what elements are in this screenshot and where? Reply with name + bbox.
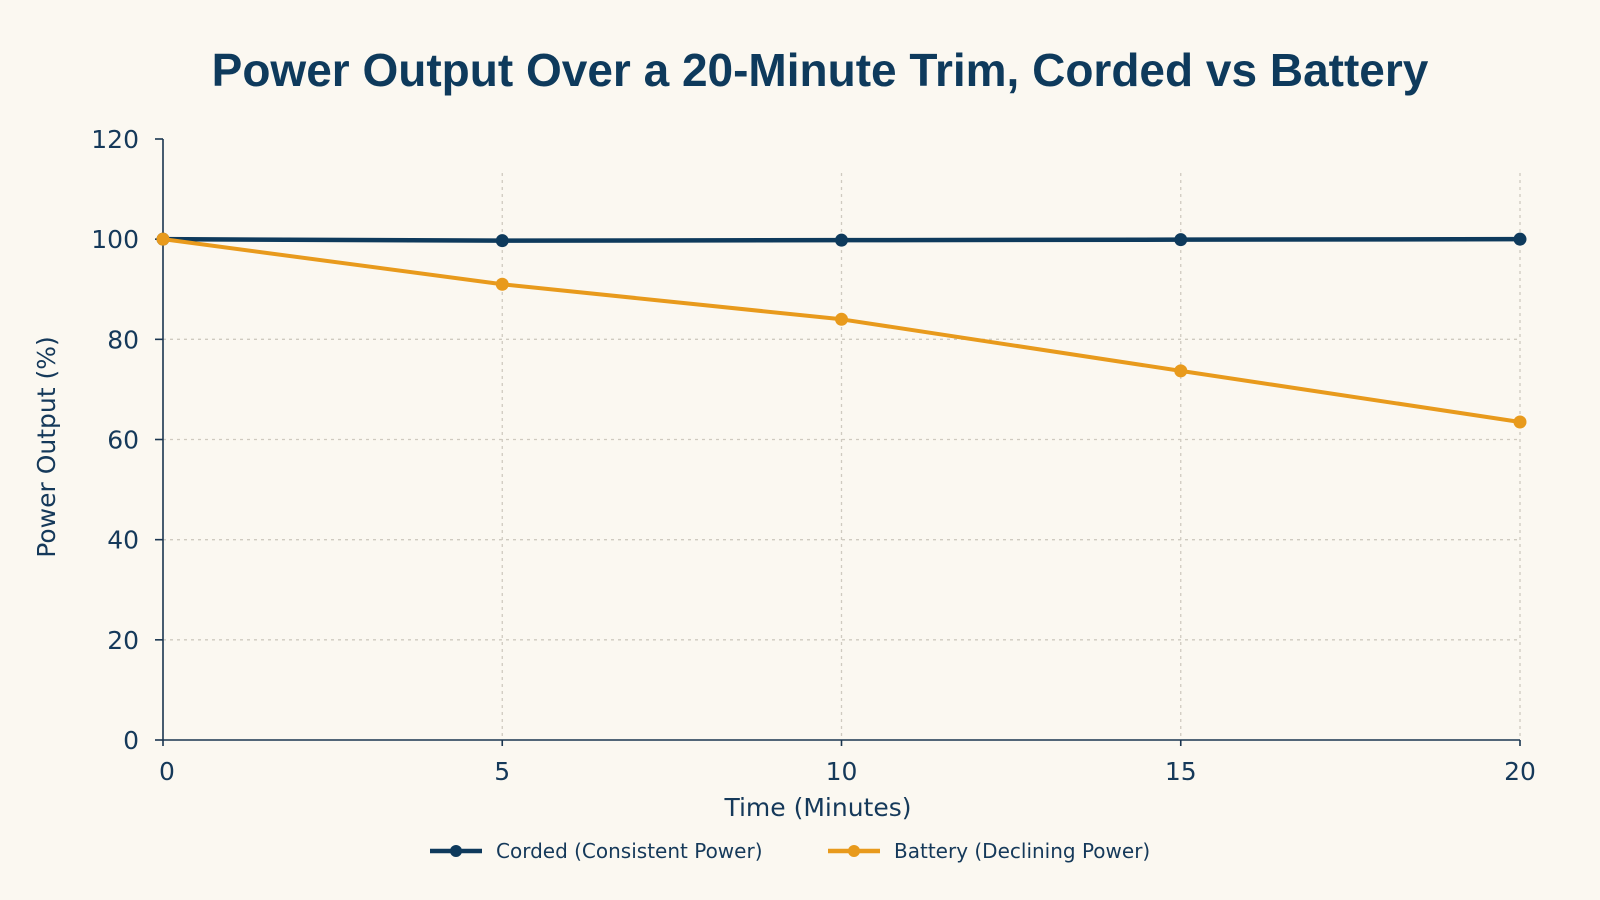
x-tick-label: 20 bbox=[1504, 757, 1536, 786]
battery-data-point bbox=[835, 312, 848, 326]
y-tick-label: 120 bbox=[91, 125, 139, 154]
legend-marker-battery bbox=[848, 845, 860, 857]
x-tick-label: 5 bbox=[494, 757, 510, 786]
x-tick-label: 10 bbox=[826, 757, 858, 786]
corded-data-point bbox=[1174, 233, 1188, 247]
y-tick-label: 20 bbox=[107, 626, 139, 655]
legend-label-battery: Battery (Declining Power) bbox=[894, 839, 1150, 863]
y-tick-label: 0 bbox=[123, 726, 139, 755]
battery-data-point bbox=[495, 277, 509, 291]
x-tick-label: 15 bbox=[1165, 757, 1197, 786]
y-tick-label: 80 bbox=[107, 325, 139, 354]
legend-label-corded: Corded (Consistent Power) bbox=[496, 839, 763, 863]
battery-data-point bbox=[1174, 364, 1188, 378]
y-tick-label: 100 bbox=[91, 225, 139, 254]
y-axis-label: Power Output (%) bbox=[32, 336, 61, 558]
corded-data-point bbox=[495, 234, 509, 248]
ticks-layer: 0 20 40 60 80 100 120 0 5 10 15 20 bbox=[91, 125, 1536, 786]
battery-data-point bbox=[1513, 415, 1527, 429]
corded-data-point bbox=[835, 233, 848, 247]
y-tick-label: 40 bbox=[107, 526, 139, 555]
legend-marker-corded bbox=[450, 845, 462, 857]
series-layer bbox=[156, 232, 1527, 429]
corded-data-point bbox=[1513, 232, 1527, 246]
grid-layer bbox=[163, 173, 1521, 740]
axes-layer bbox=[155, 138, 1521, 746]
battery-data-point bbox=[156, 232, 170, 246]
y-tick-label: 60 bbox=[107, 426, 139, 455]
chart-title: Power Output Over a 20-Minute Trim, Cord… bbox=[212, 44, 1429, 96]
legend: Corded (Consistent Power) Battery (Declin… bbox=[430, 839, 1150, 863]
x-tick-label: 0 bbox=[159, 757, 175, 786]
x-axis-label: Time (Minutes) bbox=[723, 793, 911, 822]
